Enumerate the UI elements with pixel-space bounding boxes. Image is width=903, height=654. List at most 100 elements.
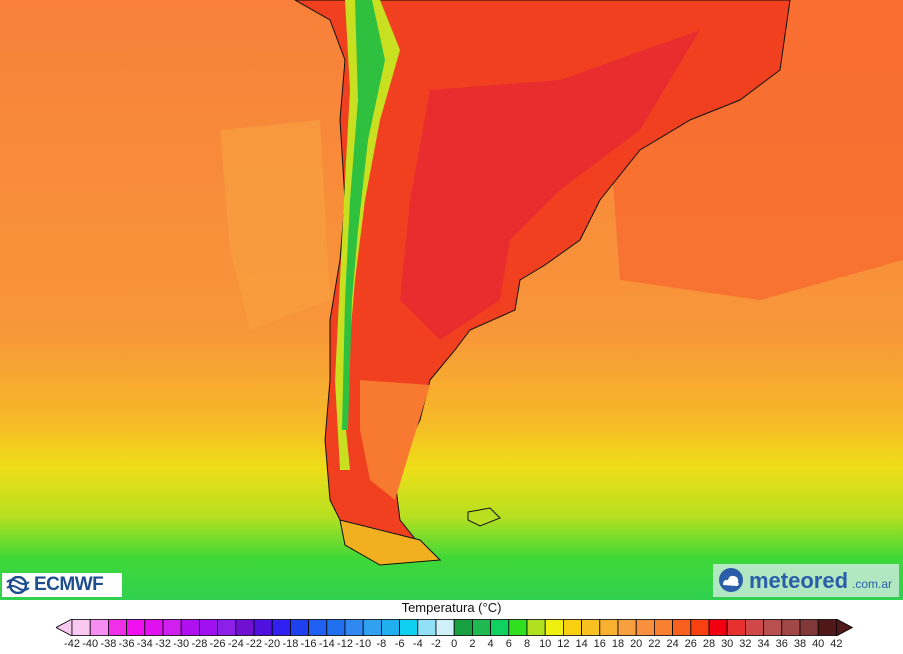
- colorbar-tick-label: 18: [611, 638, 625, 650]
- colorbar-tick-label: 30: [721, 638, 734, 650]
- colorbar-tick-label: 28: [702, 638, 716, 650]
- colorbar-swatch: [453, 619, 473, 636]
- colorbar-swatch: [326, 619, 346, 636]
- ecmwf-logo: ECMWF: [2, 573, 122, 597]
- colorbar-swatch: [817, 619, 837, 636]
- meteored-cloud-icon: [719, 567, 743, 592]
- colorbar-swatch: [581, 619, 601, 636]
- colorbar-swatch: [745, 619, 765, 636]
- colorbar-tick-label: -6: [394, 638, 405, 650]
- ocean-cool-pacific: [220, 120, 330, 330]
- colorbar-swatch: [108, 619, 128, 636]
- colorbar-swatch: [289, 619, 309, 636]
- colorbar-swatch: [344, 619, 364, 636]
- colorbar-tick-label: 34: [757, 638, 770, 650]
- colorbar-swatch: [180, 619, 200, 636]
- colorbar-swatch: [308, 619, 328, 636]
- colorbar-tick-label: -34: [136, 638, 153, 650]
- colorbar-swatch: [71, 619, 91, 636]
- colorbar-tick-label: -24: [227, 638, 244, 650]
- colorbar-swatch: [89, 619, 109, 636]
- ecmwf-logo-icon: [6, 576, 30, 594]
- meteored-domain: .com.ar: [852, 577, 893, 591]
- colorbar-tick-label: -20: [264, 638, 281, 650]
- colorbar-swatch: [490, 619, 510, 636]
- temperature-map: [0, 0, 903, 600]
- andes-cool: [335, 0, 400, 470]
- colorbar-tick-label: -42: [64, 638, 80, 650]
- colorbar-swatch: [253, 619, 273, 636]
- colorbar-tick-label: 12: [557, 638, 570, 650]
- colorbar-swatch: [435, 619, 455, 636]
- colorbar-swatch: [417, 619, 437, 636]
- colorbar-swatch: [799, 619, 819, 636]
- colorbar-tick-label: -10: [355, 638, 372, 650]
- colorbar-low-arrow: [56, 619, 73, 636]
- colorbar-swatch: [726, 619, 746, 636]
- colorbar-tick-label: -26: [209, 638, 226, 650]
- colorbar-swatch: [526, 619, 546, 636]
- colorbar-tick-label: -30: [173, 638, 190, 650]
- colorbar-tick-label: -8: [376, 638, 387, 650]
- colorbar-ticks: -42 -40 -38 -36 -34 -32 -30 -28 -26 -24 -22 -20 -18-…: [0, 638, 903, 654]
- colorbar-swatch: [508, 619, 528, 636]
- colorbar-swatch: [690, 619, 710, 636]
- colorbar-tick-label: 4: [487, 638, 494, 650]
- meteored-logo: meteored .com.ar: [713, 564, 899, 597]
- colorbar-tick-label: 2: [469, 638, 476, 650]
- colorbar-tick-label: -14: [318, 638, 335, 650]
- meteored-logo-text: meteored: [749, 567, 849, 593]
- colorbar-swatch: [672, 619, 692, 636]
- colorbar-swatch: [471, 619, 491, 636]
- colorbar-tick-label: -32: [155, 638, 171, 650]
- colorbar-tick-label: 42: [830, 638, 843, 650]
- andes-green: [342, 0, 385, 430]
- colorbar-tick-label: 40: [812, 638, 825, 650]
- colorbar-tick-label: -40: [82, 638, 99, 650]
- colorbar-tick-label: 22: [648, 638, 661, 650]
- colorbar-swatch: [562, 619, 582, 636]
- tierra-del-fuego: [339, 519, 442, 566]
- colorbar-tick-label: 14: [575, 638, 588, 650]
- colorbar-tick-label: 10: [539, 638, 552, 650]
- patagonia-warm: [360, 380, 430, 500]
- colorbar-swatch: [217, 619, 237, 636]
- colorbar-tick-label: 24: [666, 638, 679, 650]
- colorbar-tick-label: 32: [739, 638, 752, 650]
- colorbar-tick-label: 0: [451, 638, 458, 650]
- colorbar-swatch: [271, 619, 291, 636]
- colorbar-swatch: [763, 619, 783, 636]
- colorbar-tick-label: -28: [191, 638, 208, 650]
- falkland-islands: [467, 507, 501, 527]
- colorbar-swatch: [635, 619, 655, 636]
- colorbar-tick-label: -38: [100, 638, 117, 650]
- colorbar-tick-label: -36: [118, 638, 135, 650]
- colorbar-tick-label: 16: [593, 638, 606, 650]
- colorbar-swatch: [198, 619, 218, 636]
- colorbar-tick-label: 36: [775, 638, 788, 650]
- colorbar-swatch: [235, 619, 255, 636]
- colorbar-tick-label: -18: [282, 638, 299, 650]
- interior-hot: [400, 30, 700, 340]
- colorbar-swatch: [708, 619, 728, 636]
- colorbar-swatch: [599, 619, 619, 636]
- colorbar-swatch: [162, 619, 182, 636]
- colorbar-tick-label: -22: [246, 638, 262, 650]
- ecmwf-logo-text: ECMWF: [34, 574, 104, 595]
- colorbar-swatch: [781, 619, 801, 636]
- colorbar-swatch: [399, 619, 419, 636]
- colorbar-tick-label: 6: [505, 638, 512, 650]
- colorbar-swatch: [544, 619, 564, 636]
- colorbar-tick-label: 26: [684, 638, 697, 650]
- legend-title: Temperatura (°C): [401, 600, 502, 615]
- colorbar-tick-label: -4: [412, 638, 423, 650]
- colorbar-swatch: [617, 619, 637, 636]
- colorbar-tick-label: 8: [523, 638, 531, 650]
- colorbar-swatch: [126, 619, 146, 636]
- colorbar-tick-label: -2: [431, 638, 441, 650]
- colorbar-swatch: [654, 619, 674, 636]
- colorbar-tick-label: 20: [630, 638, 643, 650]
- colorbar-tick-label: -12: [337, 638, 353, 650]
- colorbar-high-arrow: [836, 619, 854, 636]
- colorbar-swatch: [380, 619, 400, 636]
